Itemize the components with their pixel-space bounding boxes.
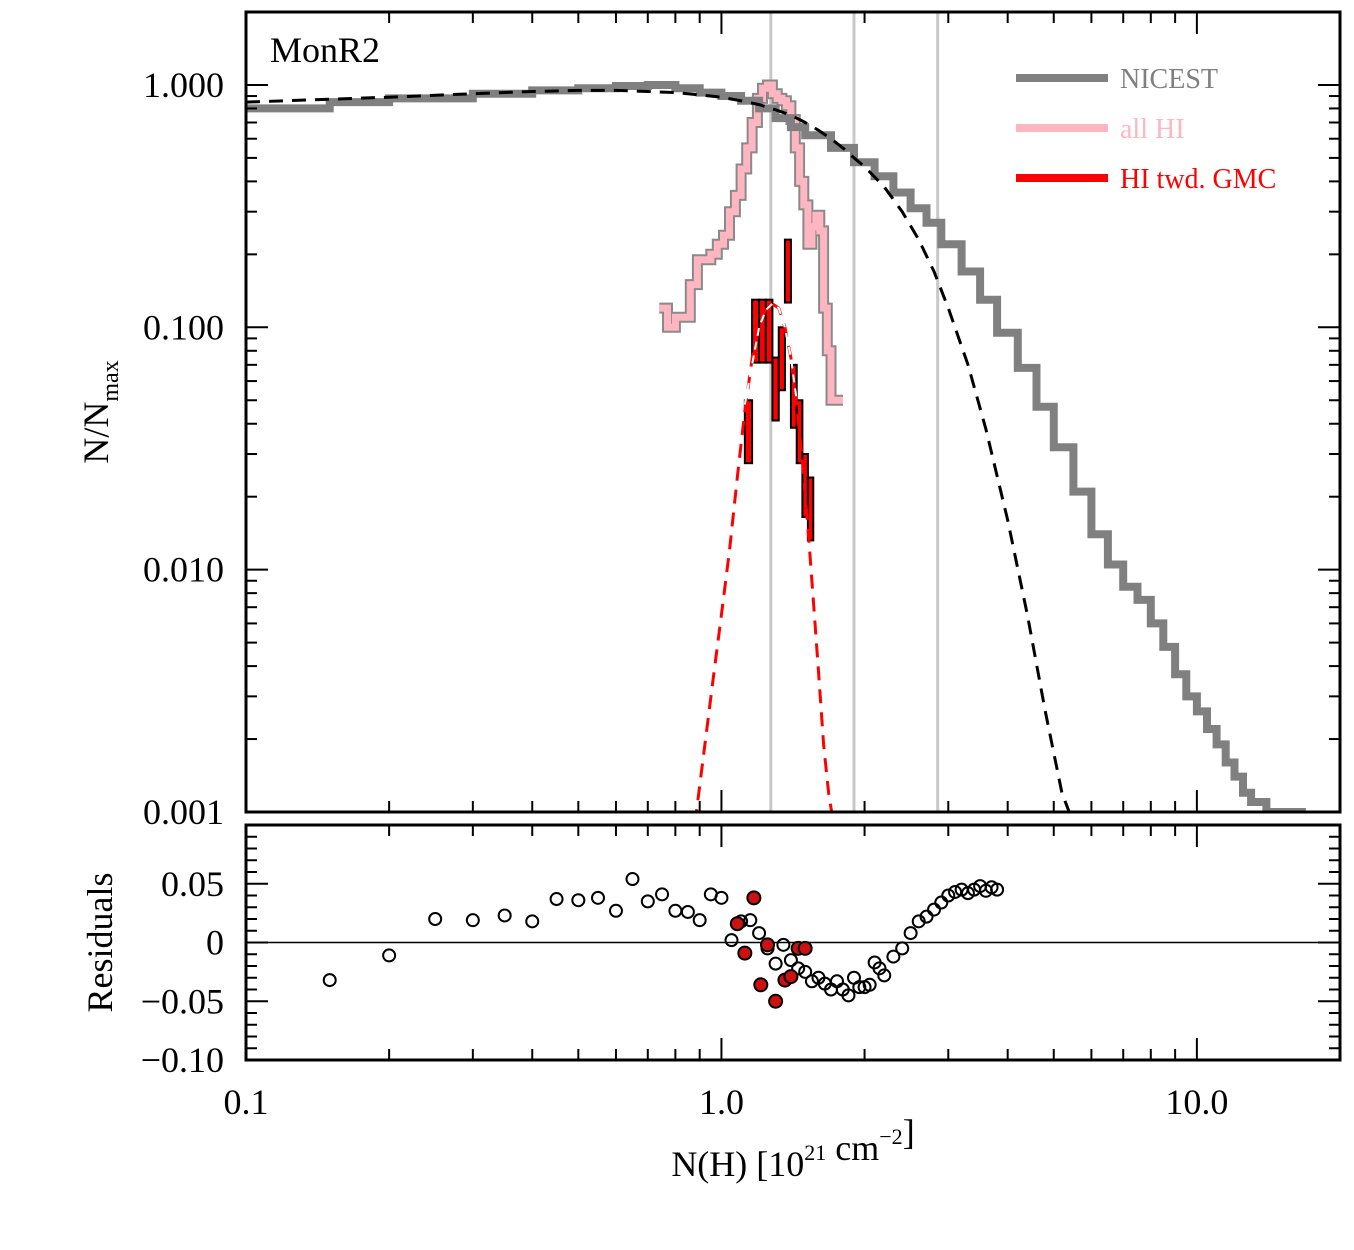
residual-point-open bbox=[783, 953, 798, 968]
residual-point-filled bbox=[753, 977, 769, 993]
x-axis-label: N(H) [1021 cm−2] bbox=[671, 1112, 914, 1184]
residual-point-open bbox=[465, 913, 480, 928]
residual-point-open bbox=[571, 893, 586, 908]
residual-point-open bbox=[668, 903, 683, 918]
residual-point-filled bbox=[797, 940, 813, 956]
residual-point-filled bbox=[746, 890, 762, 906]
residual-point-filled bbox=[729, 916, 745, 932]
hi-gmc-bar bbox=[783, 238, 792, 304]
residual-point-open bbox=[841, 988, 856, 1003]
residual-plot-frame bbox=[244, 823, 1342, 1062]
x-tick-label: 0.1 bbox=[224, 1082, 269, 1122]
residual-point-open bbox=[590, 890, 605, 905]
residual-point-open bbox=[752, 926, 767, 941]
residual-point-open bbox=[895, 941, 910, 956]
residual-point-open bbox=[941, 888, 956, 903]
main-series-group bbox=[246, 79, 1306, 812]
residual-point-open bbox=[798, 964, 813, 979]
residual-point-filled bbox=[737, 945, 753, 961]
residual-point-open bbox=[497, 908, 512, 923]
residual-point-open bbox=[791, 961, 806, 976]
residuals-panel: −0.10 −0.05 0 0.05 0.1 1.0 10.0 Residuals N(H… bbox=[80, 823, 1342, 1184]
hi-gmc-bar bbox=[795, 399, 804, 465]
legend-label-2: all HI bbox=[1120, 114, 1185, 145]
residual-point-open bbox=[927, 902, 942, 917]
residual-point-open bbox=[990, 882, 1005, 897]
main-y-tick-label: 0.010 bbox=[143, 550, 224, 590]
residual-point-open bbox=[877, 968, 892, 983]
residual-point-open bbox=[428, 912, 443, 926]
main-y-tick-label: 1.000 bbox=[143, 65, 224, 105]
residual-point-open bbox=[625, 872, 640, 887]
residual-point-open bbox=[903, 926, 918, 941]
residual-points bbox=[322, 872, 1005, 1009]
residual-point-filled bbox=[783, 969, 799, 985]
hi-gmc-bar bbox=[777, 326, 786, 392]
res-y-tick-label: 0.05 bbox=[161, 864, 224, 904]
residual-point-open bbox=[919, 909, 934, 924]
res-y-tick-label: 0 bbox=[206, 923, 224, 963]
residual-point-open bbox=[608, 903, 623, 918]
residual-point-open bbox=[872, 961, 887, 976]
residual-point-open bbox=[934, 895, 949, 910]
residual-point-open bbox=[776, 937, 791, 952]
main-y-tick-label: 0.100 bbox=[143, 307, 224, 347]
residual-point-open bbox=[382, 948, 397, 963]
main-y-axis-label: N/Nmax bbox=[76, 360, 124, 463]
residual-y-tick-labels: −0.10 −0.05 0 0.05 bbox=[141, 864, 224, 1080]
residual-point-open bbox=[948, 884, 963, 899]
residual-point-open bbox=[852, 980, 867, 995]
main-panel: 0.001 0.010 0.100 1.000 MonR2 NICEST all HI H… bbox=[76, 10, 1342, 832]
legend: NICEST all HI HI twd. GMC bbox=[1016, 64, 1276, 195]
residual-point-open bbox=[743, 913, 758, 928]
fit-hi-gmc-dashed bbox=[694, 301, 834, 812]
residual-point-open bbox=[655, 887, 670, 902]
figure-label: MonR2 bbox=[270, 30, 380, 70]
main-plot-frame bbox=[244, 10, 1342, 814]
legend-label-1: NICEST bbox=[1120, 64, 1218, 95]
residual-y-axis-label: Residuals bbox=[80, 873, 120, 1013]
residual-point-open bbox=[804, 974, 819, 989]
main-y-tick-label: 0.001 bbox=[143, 792, 224, 832]
hi-gmc-bar bbox=[743, 399, 754, 465]
legend-label-3: HI twd. GMC bbox=[1120, 164, 1276, 195]
res-y-tick-label: −0.05 bbox=[141, 981, 224, 1021]
residual-point-open bbox=[525, 914, 540, 929]
x-tick-labels: 0.1 1.0 10.0 bbox=[224, 1082, 1229, 1122]
fit-hi-gmc-inner-dashed bbox=[743, 302, 798, 405]
x-tick-label: 1.0 bbox=[699, 1082, 744, 1122]
res-y-tick-label: −0.10 bbox=[141, 1040, 224, 1080]
nicest-line bbox=[246, 81, 1306, 812]
residual-point-open bbox=[680, 904, 695, 919]
residual-point-open bbox=[862, 977, 877, 992]
all-hi-line bbox=[659, 81, 843, 404]
x-tick-label: 10.0 bbox=[1165, 1082, 1228, 1122]
residual-point-open bbox=[724, 933, 739, 948]
residual-point-open bbox=[322, 973, 337, 988]
residual-point-filled bbox=[760, 937, 776, 953]
residual-point-open bbox=[768, 956, 783, 971]
residual-point-open bbox=[886, 949, 901, 964]
main-y-tick-labels: 0.001 0.010 0.100 1.000 bbox=[143, 65, 224, 832]
residual-point-open bbox=[714, 890, 729, 905]
residual-point-open bbox=[692, 913, 707, 928]
hi-gmc-bar bbox=[764, 298, 774, 364]
residual-point-open bbox=[549, 892, 564, 907]
fit-total-dashed bbox=[246, 88, 1071, 812]
residual-point-filled bbox=[768, 993, 784, 1009]
residual-point-open bbox=[640, 894, 655, 909]
residual-point-open bbox=[829, 974, 844, 989]
